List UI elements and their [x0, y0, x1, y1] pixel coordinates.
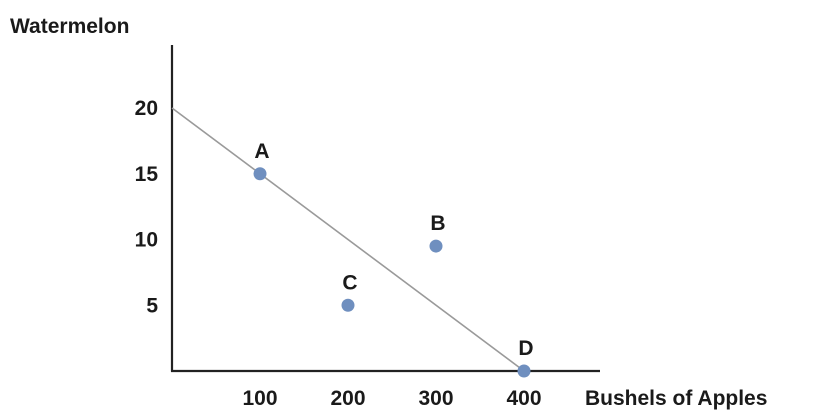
y-tick-label: 5 — [146, 294, 158, 317]
x-axis-label: Bushels of Apples — [585, 387, 767, 410]
point-a — [253, 167, 267, 181]
x-tick-label: 100 — [242, 387, 277, 410]
axes — [170, 45, 600, 373]
y-axis-label: Watermelon — [10, 15, 129, 38]
point-label-a: A — [254, 140, 269, 163]
y-tick-label: 20 — [135, 97, 158, 120]
point-c — [341, 298, 355, 312]
y-tick-label: 10 — [135, 229, 158, 252]
point-d — [517, 364, 531, 378]
frontier-line — [171, 107, 525, 372]
point-label-c: C — [342, 271, 357, 294]
point-label-d: D — [518, 337, 533, 360]
line-layer — [171, 107, 525, 372]
y-tick-label: 15 — [135, 163, 159, 186]
tick-labels: 100 200 300 400 5 10 15 20 — [135, 97, 542, 410]
x-tick-label: 300 — [418, 387, 453, 410]
point-b — [429, 239, 443, 253]
points-layer: A B C D — [253, 140, 534, 378]
x-tick-label: 200 — [330, 387, 365, 410]
point-label-b: B — [430, 212, 445, 235]
x-tick-label: 400 — [506, 387, 541, 410]
